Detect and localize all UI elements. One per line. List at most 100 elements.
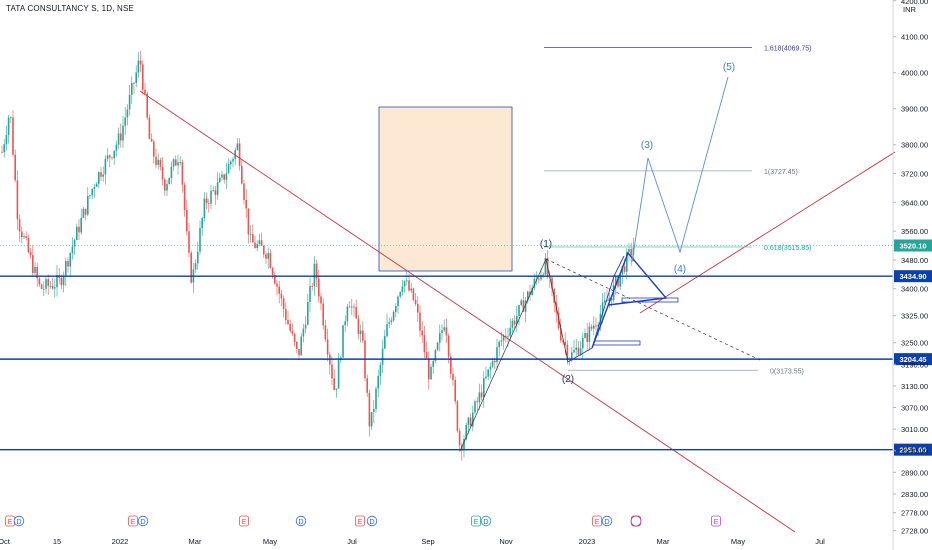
candle-body <box>104 158 107 175</box>
candle-body <box>80 217 82 233</box>
candle-body <box>573 350 575 353</box>
price-tick-label: 3480.00 <box>901 256 928 265</box>
candle-body <box>241 165 243 184</box>
candle-body <box>524 300 527 312</box>
candle-body <box>106 155 109 159</box>
candle-body <box>487 369 489 377</box>
candle-body <box>443 327 445 331</box>
candle-body <box>615 277 617 286</box>
price-tick-label: 2778.00 <box>901 509 928 518</box>
candle-body <box>311 286 313 287</box>
candle-body <box>21 231 23 238</box>
candle-body <box>40 284 43 289</box>
candle-body <box>293 333 296 342</box>
event-marker-label: E <box>8 519 13 526</box>
candle-body <box>430 366 432 380</box>
time-tick-label: Mar <box>657 537 670 546</box>
candle-body <box>89 195 91 197</box>
candle-body <box>296 341 298 349</box>
projected-wave-path <box>631 76 729 263</box>
event-marker-label: D <box>604 519 609 526</box>
candle-body <box>406 280 408 282</box>
candle-body <box>623 266 626 272</box>
candle-body <box>56 275 58 288</box>
candle-body <box>115 144 118 151</box>
candle-body <box>498 341 500 348</box>
candle-body <box>386 324 388 337</box>
candle-body <box>65 260 67 276</box>
price-tick-label: 2950.00 <box>901 447 928 456</box>
candle-body <box>49 285 52 287</box>
candle-body <box>344 321 346 326</box>
candle-body <box>412 288 415 301</box>
candle-body <box>3 144 5 153</box>
candle-body <box>60 277 63 286</box>
candle-body <box>199 228 201 252</box>
candle-body <box>172 159 175 167</box>
candle-body <box>551 277 553 289</box>
candle-body <box>513 320 516 325</box>
price-label-text: 3434.90 <box>899 272 926 281</box>
small-zone-box <box>621 297 679 303</box>
candle-body <box>362 330 364 341</box>
price-tick-label: 2728.00 <box>901 527 928 536</box>
price-tick-label: 3130.00 <box>901 382 928 391</box>
candle-body <box>183 184 186 211</box>
candle-body <box>170 166 173 179</box>
price-label-box <box>894 353 932 366</box>
candle-body <box>249 234 252 236</box>
currency-label: INR <box>903 5 917 14</box>
candle-body <box>150 139 153 142</box>
candle-body <box>619 274 621 287</box>
candle-body <box>533 279 536 288</box>
candle-body <box>5 135 8 145</box>
candle-body <box>166 184 168 191</box>
time-tick-label: 2022 <box>112 537 129 546</box>
candle-body <box>373 409 375 413</box>
candle-body <box>597 324 599 327</box>
wave-2-leg <box>545 258 569 363</box>
candle-body <box>527 291 529 301</box>
candle-body <box>584 332 586 338</box>
price-tick-label: 3070.00 <box>901 404 928 413</box>
event-marker-label: E <box>358 519 363 526</box>
candle-body <box>318 278 320 297</box>
candle-body <box>87 196 89 215</box>
price-tick-label: 4200.00 <box>901 0 928 6</box>
price-label-text: 2953.00 <box>899 446 926 455</box>
candle-body <box>216 182 219 195</box>
candle-body <box>168 178 170 185</box>
candle-body <box>267 252 269 259</box>
candle-body <box>10 117 12 119</box>
candle-body <box>467 417 470 425</box>
candle-body <box>351 306 353 308</box>
candle-body <box>348 306 351 308</box>
fib-level-label: 0.618(3515.85) <box>764 245 811 252</box>
candle-body <box>177 162 179 166</box>
candle-body <box>159 159 162 167</box>
candle-body <box>553 288 555 303</box>
candle-body <box>269 252 272 269</box>
lightning-icon <box>630 515 642 527</box>
candle-body <box>478 392 481 403</box>
event-marker-label: E <box>242 519 247 526</box>
candle-body <box>157 159 159 165</box>
candle-body <box>23 236 25 238</box>
candle-body <box>47 279 49 286</box>
candle-body <box>124 117 126 126</box>
candle-body <box>282 298 285 310</box>
candle-body <box>357 318 360 335</box>
candle-body <box>82 208 85 218</box>
candle-body <box>456 401 459 431</box>
candle-body <box>540 274 542 280</box>
candle-body <box>590 326 593 329</box>
candle-body <box>353 306 355 308</box>
candle-body <box>458 430 461 446</box>
candle-body <box>98 172 100 184</box>
event-marker-label: E <box>474 519 479 526</box>
candle-body <box>474 401 476 413</box>
event-marker-label: E <box>595 519 600 526</box>
candle-body <box>322 303 324 326</box>
dividend-marker <box>366 515 378 527</box>
